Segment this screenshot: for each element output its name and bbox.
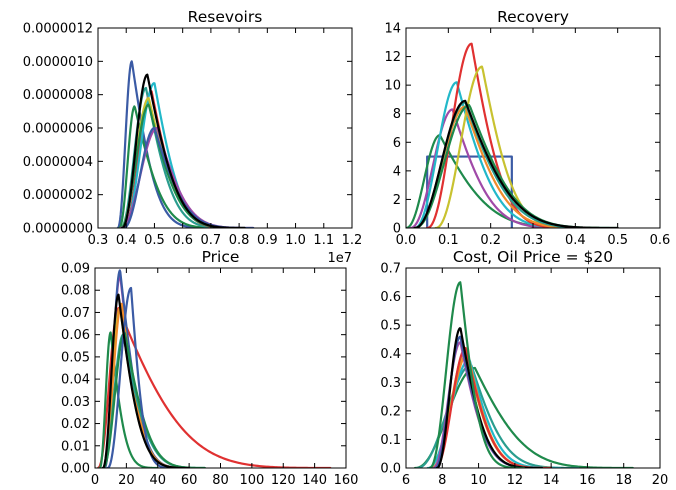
y-tick-label: 0.0000000: [23, 222, 93, 237]
x-tick-label: 14: [543, 473, 560, 488]
panel-reservoirs: 0.3 0.4 0.5 0.6 0.7 0.8 0.9 1.0 1.1 1.2 0.0000000 0…: [23, 8, 363, 266]
series-line-4: [413, 81, 585, 228]
series-line-9: [106, 286, 175, 468]
y-tick-label: 0.0000012: [23, 22, 93, 37]
y-tick-label: 2: [393, 193, 401, 208]
x-tick-label: 60: [181, 473, 198, 488]
y-tick-label: 14: [384, 22, 401, 37]
y-tick-label: 0: [393, 222, 401, 237]
x-tick-label: 1.1: [313, 233, 334, 248]
x-tick-label: 0.1: [438, 233, 459, 248]
panel-price: 0 20 40 60 80 100 120 140 160 0.00 0.01 0.02 0.03 0.0…: [61, 248, 358, 488]
y-tick-label: 0.1: [380, 433, 401, 448]
y-tick-label: 4: [393, 164, 401, 179]
y-tick-label: 0.7: [380, 262, 401, 277]
y-tick-label: 0.01: [61, 439, 90, 454]
x-tick-label: 0: [91, 473, 99, 488]
y-tick-label: 0.3: [380, 376, 401, 391]
y-tick-label: 0.02: [61, 417, 90, 432]
y-tick-label: 0.0000008: [23, 88, 93, 103]
x-tick-label: 140: [302, 473, 327, 488]
y-tick-label: 0.05: [61, 350, 90, 365]
y-tick-label: 0.0000004: [23, 155, 93, 170]
y-tick-label: 0.08: [61, 284, 90, 299]
panel-title: Recovery: [497, 8, 569, 26]
x-tick-label: 0.7: [201, 233, 222, 248]
series-line-10: [428, 281, 526, 468]
y-tick-label: 0.0: [380, 462, 401, 477]
x-tick-label: 160: [334, 473, 359, 488]
x-tick-label: 40: [149, 473, 166, 488]
y-tick-label: 0.2: [380, 404, 401, 419]
x-tick-label: 1.2: [342, 233, 363, 248]
y-tick-label: 8: [393, 107, 401, 122]
y-tick-label: 0.04: [61, 373, 90, 388]
y-tick-label: 0.09: [61, 262, 90, 277]
y-tick-label: 0.6: [380, 290, 401, 305]
y-tick-label: 0.00: [61, 462, 90, 477]
panel-recovery: 0.0 0.1 0.2 0.3 0.4 0.5 0.6 0 2 4 6 8 10 12 14 Recovery: [384, 8, 670, 248]
x-tick-label: 10: [470, 473, 487, 488]
x-tick-label: 20: [652, 473, 669, 488]
series-group: [116, 60, 255, 228]
x-tick-label: 16: [579, 473, 596, 488]
series-group: [97, 269, 332, 468]
axis-frame: [405, 27, 661, 229]
x-tick-label: 8: [438, 473, 446, 488]
x-tick-label: 0.2: [480, 233, 501, 248]
y-tick-label: 0.0000006: [23, 122, 93, 137]
y-tick-label: 0.06: [61, 328, 90, 343]
y-tick-label: 0.0000002: [23, 188, 93, 203]
panel-title: Resevoirs: [188, 8, 263, 26]
x-tick-label: 0.4: [116, 233, 137, 248]
x-tick-label: 80: [212, 473, 229, 488]
x-tick-label: 0.8: [229, 233, 250, 248]
x-tick-label: 6: [402, 473, 410, 488]
x-tick-label: 0.6: [172, 233, 193, 248]
x-tick-label: 0.6: [650, 233, 671, 248]
y-tick-label: 0.5: [380, 319, 401, 334]
y-tick-label: 0.0000010: [23, 55, 93, 70]
x-tick-label: 12: [507, 473, 524, 488]
y-tick-label: 12: [384, 50, 401, 65]
panel-cost: 6 8 10 12 14 16 18 20 0.0 0.1 0.2 0.3 0.4 0.5 0.6 0.7 Co…: [380, 248, 668, 488]
x-tick-label: 20: [118, 473, 135, 488]
x-tick-label: 1.0: [285, 233, 306, 248]
y-tick-label: 0.4: [380, 347, 401, 362]
series-group: [406, 42, 619, 228]
y-tick-label: 6: [393, 136, 401, 151]
x-tick-label: 0.3: [523, 233, 544, 248]
x-tick-label: 120: [271, 473, 296, 488]
x-tick-label: 0.4: [565, 233, 586, 248]
x-tick-label: 0.5: [607, 233, 628, 248]
x-tick-label: 0.3: [88, 233, 109, 248]
x-tick-label: 0.9: [257, 233, 278, 248]
panel-title: Cost, Oil Price = $20: [453, 248, 613, 266]
panel-title: Price: [202, 248, 240, 266]
x-tick-label: 0.0: [396, 233, 417, 248]
x-tick-label: 100: [239, 473, 264, 488]
axis-frame: [405, 267, 661, 469]
x-tick-label: 0.5: [144, 233, 165, 248]
x-tick-label: 18: [615, 473, 632, 488]
y-tick-label: 0.07: [61, 306, 90, 321]
axis-offset-label: 1e7: [327, 251, 352, 266]
y-tick-label: 0.03: [61, 395, 90, 410]
series-group: [413, 281, 634, 468]
y-tick-label: 10: [384, 79, 401, 94]
